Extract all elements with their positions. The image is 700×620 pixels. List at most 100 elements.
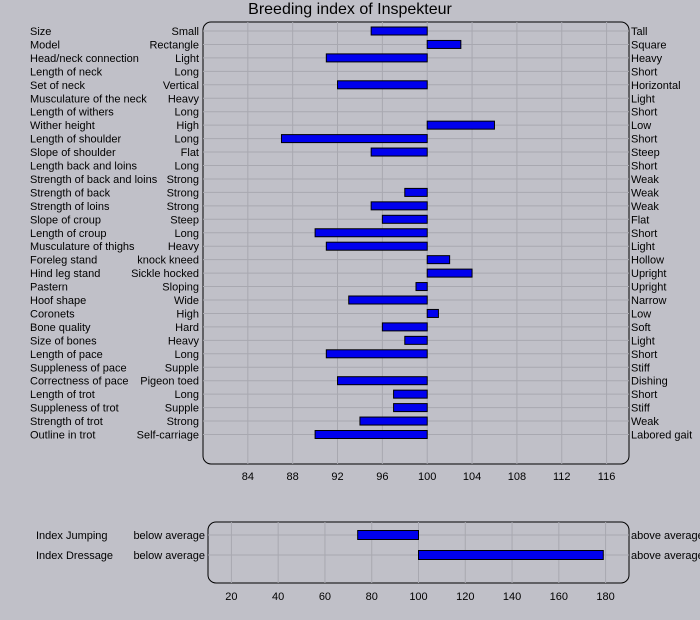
main-trait-label: Foreleg stand bbox=[30, 255, 97, 267]
index-bars bbox=[357, 530, 604, 560]
main-high-label: Short bbox=[631, 107, 657, 119]
main-low-label: Steep bbox=[170, 214, 199, 226]
main-bars bbox=[280, 26, 495, 439]
main-bar-pastern bbox=[415, 282, 428, 292]
main-x-tick-label: 116 bbox=[598, 471, 616, 483]
main-low-label: Sickle hocked bbox=[131, 268, 199, 280]
main-bar-hind-leg-stand bbox=[426, 268, 473, 278]
main-high-label: Low bbox=[631, 120, 651, 132]
main-low-label: Heavy bbox=[168, 93, 200, 105]
main-bar-correctness-of-pace bbox=[337, 376, 428, 386]
main-low-label: Long bbox=[175, 107, 199, 119]
main-trait-label: Strength of back and loins bbox=[30, 174, 158, 186]
main-low-label: Flat bbox=[181, 147, 199, 159]
main-low-label: Wide bbox=[174, 295, 199, 307]
main-bar-foreleg-stand bbox=[426, 255, 451, 265]
main-high-label: Labored gait bbox=[631, 430, 692, 442]
main-trait-label: Outline in trot bbox=[30, 430, 95, 442]
main-high-label: Flat bbox=[631, 214, 649, 226]
main-low-label: Sloping bbox=[162, 282, 199, 294]
index-x-tick-label: 120 bbox=[456, 591, 474, 603]
main-low-label: Strong bbox=[167, 201, 199, 213]
main-low-label: High bbox=[176, 120, 199, 132]
main-high-label: Steep bbox=[631, 147, 660, 159]
index-bar-index-dressage bbox=[418, 550, 604, 560]
main-trait-label: Musculature of thighs bbox=[30, 241, 135, 253]
index-x-tick-label: 180 bbox=[596, 591, 614, 603]
main-low-label: Long bbox=[175, 228, 199, 240]
main-labels: Size Small Tall Model Rectangle Square Head/ne… bbox=[30, 26, 692, 442]
main-trait-label: Suppleness of trot bbox=[30, 403, 119, 415]
index-bar-index-jumping bbox=[357, 530, 420, 540]
main-bar-bone-quality bbox=[381, 322, 428, 332]
index-low-label: below average bbox=[133, 530, 205, 542]
main-trait-label: Correctness of pace bbox=[30, 376, 128, 388]
main-trait-label: Length of pace bbox=[30, 349, 103, 361]
main-trait-label: Size of bones bbox=[30, 335, 97, 347]
main-trait-label: Strength of trot bbox=[30, 416, 103, 428]
main-high-label: Short bbox=[631, 349, 657, 361]
main-low-label: Supple bbox=[165, 403, 199, 415]
main-high-label: Dishing bbox=[631, 376, 668, 388]
main-bar-hoof-shape bbox=[348, 295, 428, 305]
main-high-label: Short bbox=[631, 228, 657, 240]
index-low-label: below average bbox=[133, 550, 205, 562]
main-low-label: Long bbox=[175, 161, 199, 173]
main-high-label: Upright bbox=[631, 268, 666, 280]
main-trait-label: Pastern bbox=[30, 282, 68, 294]
index-high-label: above average bbox=[631, 530, 700, 542]
main-bar-wither-height bbox=[426, 120, 495, 130]
main-bar-suppleness-of-trot bbox=[393, 403, 428, 413]
main-trait-label: Length of croup bbox=[30, 228, 106, 240]
main-high-label: Weak bbox=[631, 416, 659, 428]
main-trait-label: Musculature of the neck bbox=[30, 93, 147, 105]
main-high-label: Weak bbox=[631, 187, 659, 199]
main-x-tick-label: 108 bbox=[508, 471, 526, 483]
main-high-label: Light bbox=[631, 335, 655, 347]
main-trait-label: Hind leg stand bbox=[30, 268, 100, 280]
index-x-tick-label: 40 bbox=[272, 591, 284, 603]
main-trait-label: Size bbox=[30, 26, 51, 38]
main-high-label: Weak bbox=[631, 201, 659, 213]
index-trait-label: Index Dressage bbox=[36, 550, 113, 562]
main-bar-set-of-neck bbox=[337, 80, 428, 90]
index-x-ticks: 20 40 60 80 100 120 140 160 180 bbox=[225, 591, 615, 603]
main-bar-model bbox=[426, 39, 462, 49]
main-trait-label: Length of shoulder bbox=[30, 134, 121, 146]
main-low-label: Pigeon toed bbox=[140, 376, 199, 388]
main-low-label: Supple bbox=[165, 362, 199, 374]
main-bar-size-of-bones bbox=[404, 335, 428, 345]
main-high-label: Square bbox=[631, 39, 666, 51]
main-trait-label: Coronets bbox=[30, 308, 75, 320]
main-low-label: Vertical bbox=[163, 80, 199, 92]
main-high-label: Short bbox=[631, 66, 657, 78]
main-high-label: Short bbox=[631, 389, 657, 401]
main-trait-label: Slope of croup bbox=[30, 214, 101, 226]
main-x-tick-label: 100 bbox=[418, 471, 436, 483]
main-trait-label: Hoof shape bbox=[30, 295, 86, 307]
main-x-tick-label: 112 bbox=[553, 471, 571, 483]
main-bar-musculature-of-thighs bbox=[325, 241, 428, 251]
main-bar-length-of-croup bbox=[314, 228, 428, 238]
main-bar-head-neck-connection bbox=[325, 53, 428, 63]
main-low-label: Strong bbox=[167, 416, 199, 428]
main-low-label: Self-carriage bbox=[137, 430, 199, 442]
index-x-tick-label: 60 bbox=[319, 591, 331, 603]
index-x-tick-label: 80 bbox=[366, 591, 378, 603]
main-high-label: Soft bbox=[631, 322, 651, 334]
main-trait-label: Slope of shoulder bbox=[30, 147, 116, 159]
main-trait-label: Strength of back bbox=[30, 187, 111, 199]
main-x-tick-label: 88 bbox=[287, 471, 299, 483]
main-high-label: Hollow bbox=[631, 255, 664, 267]
main-x-tick-label: 104 bbox=[463, 471, 481, 483]
main-high-label: Tall bbox=[631, 26, 648, 38]
main-x-tick-label: 96 bbox=[376, 471, 388, 483]
main-high-label: Horizontal bbox=[631, 80, 681, 92]
main-bar-length-of-trot bbox=[393, 389, 428, 399]
main-low-label: Rectangle bbox=[149, 39, 199, 51]
main-bar-slope-of-shoulder bbox=[370, 147, 428, 157]
main-bar-size bbox=[370, 26, 428, 36]
main-high-label: Short bbox=[631, 161, 657, 173]
main-low-label: Strong bbox=[167, 174, 199, 186]
main-low-label: Small bbox=[171, 26, 199, 38]
